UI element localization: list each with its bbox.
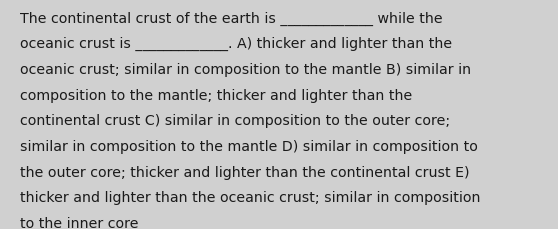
Text: oceanic crust is _____________. A) thicker and lighter than the: oceanic crust is _____________. A) thick… [20, 37, 451, 51]
Text: The continental crust of the earth is _____________ while the: The continental crust of the earth is __… [20, 11, 442, 25]
Text: thicker and lighter than the oceanic crust; similar in composition: thicker and lighter than the oceanic cru… [20, 191, 480, 204]
Text: continental crust C) similar in composition to the outer core;: continental crust C) similar in composit… [20, 114, 450, 128]
Text: the outer core; thicker and lighter than the continental crust E): the outer core; thicker and lighter than… [20, 165, 469, 179]
Text: composition to the mantle; thicker and lighter than the: composition to the mantle; thicker and l… [20, 88, 412, 102]
Text: similar in composition to the mantle D) similar in composition to: similar in composition to the mantle D) … [20, 139, 478, 153]
Text: oceanic crust; similar in composition to the mantle B) similar in: oceanic crust; similar in composition to… [20, 63, 470, 76]
Text: to the inner core: to the inner core [20, 216, 138, 229]
